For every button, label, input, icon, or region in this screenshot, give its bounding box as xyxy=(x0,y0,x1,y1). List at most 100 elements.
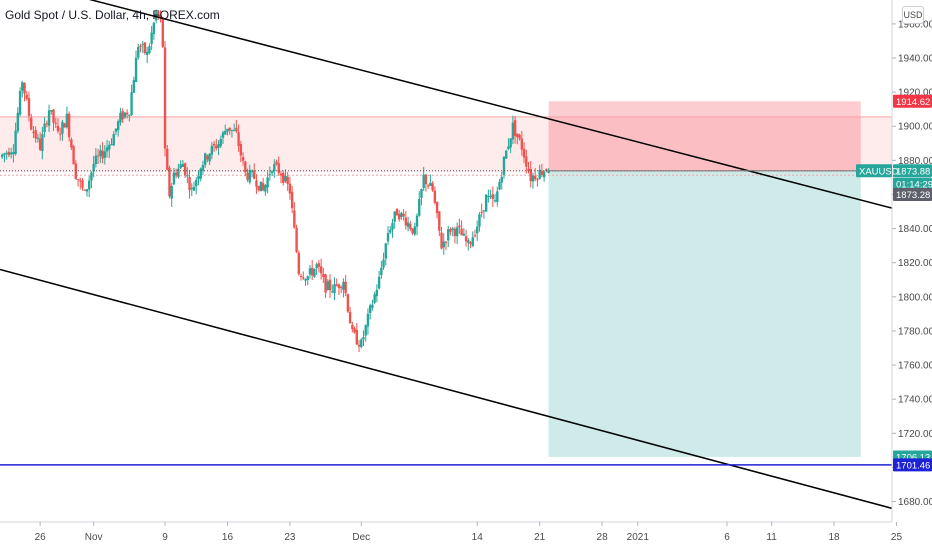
candle-body xyxy=(38,138,42,150)
candle-body xyxy=(496,191,499,202)
candle-body xyxy=(99,150,102,156)
symbol-tag-text: XAUUSD xyxy=(859,166,899,177)
candle-body xyxy=(311,267,314,276)
support-price-tag-text: 1701.46 xyxy=(896,460,930,471)
candle-body xyxy=(47,110,51,126)
candle-body xyxy=(212,143,216,146)
upper-trendline[interactable] xyxy=(0,0,893,209)
candle-body xyxy=(241,157,245,161)
target-price-tag-text: 1706.13 xyxy=(896,452,930,463)
candle-body xyxy=(168,167,171,197)
candle-body xyxy=(480,211,483,213)
candle-body xyxy=(304,279,307,281)
candle-body xyxy=(128,114,131,116)
lower-trendline[interactable] xyxy=(0,268,893,510)
candle-body xyxy=(422,174,425,189)
candle-body xyxy=(96,155,100,157)
candle-body xyxy=(224,131,227,135)
candle-body xyxy=(210,145,214,155)
candle-body xyxy=(92,163,95,172)
candle-body xyxy=(230,129,234,131)
lines-layer xyxy=(0,0,893,510)
candle-body xyxy=(257,185,260,191)
candle-body xyxy=(344,281,347,294)
candle-body xyxy=(467,240,470,243)
candle-body xyxy=(83,189,86,191)
candle-body xyxy=(235,127,238,132)
candle-body xyxy=(282,172,285,183)
candle-body xyxy=(163,47,167,149)
candle-body xyxy=(172,172,176,185)
candle-body xyxy=(516,133,519,137)
candle-body xyxy=(391,222,394,230)
candle-body xyxy=(302,277,305,279)
candle-body xyxy=(237,132,240,146)
candle-body xyxy=(489,195,492,197)
y-tick-label: 1680.00 xyxy=(898,497,932,508)
candle-body xyxy=(411,228,414,234)
candle-body xyxy=(119,112,122,123)
candle-body xyxy=(79,180,82,182)
time-axis[interactable]: 26 Nov 9 16 23 Dec 14 21 28 2021 6 11 18 25 xyxy=(35,522,903,543)
candle-body xyxy=(248,169,251,183)
candle-body xyxy=(295,227,298,252)
candle-body xyxy=(110,144,113,146)
candle-body xyxy=(471,237,474,247)
y-tick-label: 1720.00 xyxy=(898,429,932,440)
candle-body xyxy=(246,173,249,180)
candle-body xyxy=(63,123,66,128)
candle-body xyxy=(16,112,20,132)
candle-body xyxy=(415,215,419,227)
candle-body xyxy=(317,263,321,267)
candle-body xyxy=(90,172,93,181)
candle-body xyxy=(148,46,151,54)
candle-body xyxy=(250,171,254,173)
candle-body xyxy=(101,150,104,159)
x-tick-label: 26 xyxy=(35,532,47,543)
candle-body xyxy=(476,226,479,234)
candle-body xyxy=(364,325,367,336)
candle-body xyxy=(306,276,309,280)
candle-body xyxy=(195,179,198,187)
y-tick-label: 1880.00 xyxy=(898,156,932,167)
candle-body xyxy=(141,44,144,46)
candle-body xyxy=(219,139,222,147)
candle-body xyxy=(116,121,120,131)
candle-body xyxy=(368,305,372,313)
y-tick-label: 1940.00 xyxy=(898,54,932,65)
candle-body xyxy=(25,94,28,99)
candle-body xyxy=(137,46,140,58)
candle-body xyxy=(190,188,193,190)
candle-body xyxy=(518,134,521,139)
candle-body xyxy=(493,200,497,202)
candle-body xyxy=(61,121,64,134)
candle-body xyxy=(389,229,392,233)
candle-body xyxy=(487,195,490,197)
y-tick-label: 1900.00 xyxy=(898,122,932,133)
candle-body xyxy=(103,151,107,158)
candle-body xyxy=(18,91,22,115)
candle-body xyxy=(188,177,191,191)
candle-body xyxy=(27,98,31,116)
countdown-tag-text: 01:14:29 xyxy=(896,180,932,191)
candle-body xyxy=(59,133,62,135)
candle-body xyxy=(531,175,535,182)
candle-body xyxy=(395,209,399,216)
candle-body xyxy=(402,213,405,217)
price-axis[interactable]: 1680.001700.001720.001740.001760.001780.… xyxy=(892,19,932,508)
candle-body xyxy=(32,131,35,133)
candle-body xyxy=(371,304,374,308)
candle-body xyxy=(208,153,211,162)
candle-body xyxy=(355,330,358,345)
candle-body xyxy=(297,252,301,275)
candle-body xyxy=(206,155,209,160)
candle-body xyxy=(366,313,370,327)
candle-body xyxy=(525,156,528,167)
candle-body xyxy=(5,152,8,154)
candle-body xyxy=(215,145,218,149)
currency-button[interactable]: USD xyxy=(902,6,924,24)
zones-layer xyxy=(0,101,892,457)
candle-body xyxy=(542,171,546,178)
candle-body xyxy=(429,182,432,186)
